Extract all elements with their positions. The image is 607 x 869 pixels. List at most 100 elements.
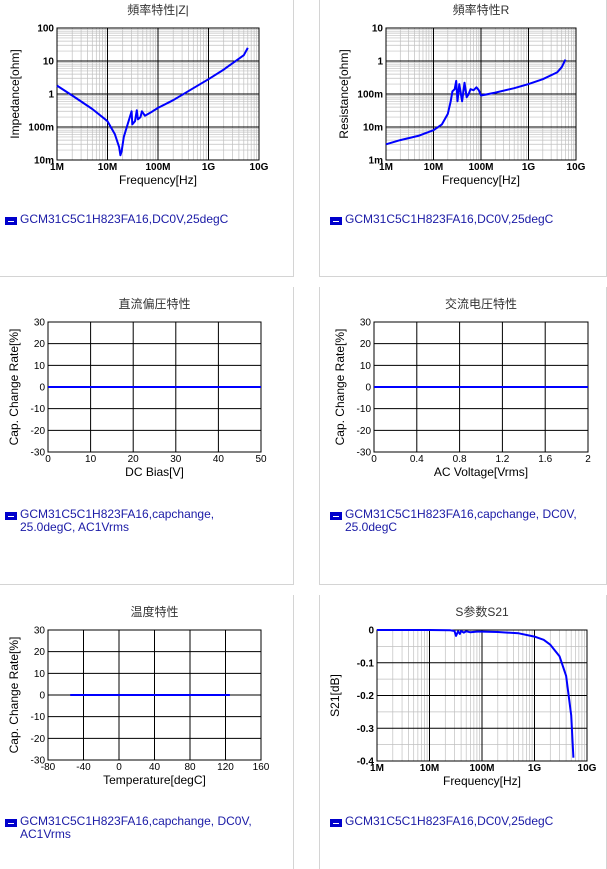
y-tick-label: 10 — [372, 24, 384, 35]
x-tick-label: 160 — [253, 762, 270, 773]
x-tick-label: 10M — [420, 763, 439, 774]
series-line — [385, 59, 567, 146]
x-tick-label: -40 — [76, 762, 91, 773]
chart-panel-impedance: 頻率特性|Z| 1M 10M 100M 1G 10G 10m 100m 1 10 100 Freque… — [0, 0, 294, 277]
legend-resistance[interactable]: GCM31C5C1H823FA16,DC0V,25degC — [330, 213, 605, 226]
y-tick-label: 100m — [28, 123, 54, 134]
y-tick-label: 20 — [34, 647, 46, 658]
chart-panel-temperature: 温度特性 -80 -40 0 40 80 120 160 -30 -20 -10 0 10 20 30 Tem… — [0, 595, 294, 869]
y-tick-label: -0.2 — [357, 691, 375, 702]
chart-ac-voltage: 交流电圧特性 0 0.4 0.8 1.2 1.6 2 -30 -20 -10 0 10 20 30 AC V… — [333, 296, 591, 479]
y-tick-label: -0.1 — [357, 658, 375, 669]
x-tick-label: 0 — [45, 454, 51, 465]
y-tick-label: 0 — [368, 626, 374, 637]
series-line — [56, 47, 249, 157]
chart-title: 頻率特性R — [453, 2, 510, 17]
series-line — [377, 629, 575, 758]
x-tick-label: 0.4 — [410, 454, 424, 465]
chart-impedance: 頻率特性|Z| 1M 10M 100M 1G 10G 10m 100m 1 10 100 Freque… — [8, 2, 269, 187]
y-tick-label: -10 — [31, 712, 46, 723]
x-tick-label: 0.8 — [453, 454, 467, 465]
x-tick-label: 1.2 — [495, 454, 509, 465]
grid — [56, 27, 260, 161]
y-tick-label: 1 — [48, 90, 54, 101]
x-tick-label: -80 — [41, 762, 56, 773]
legend-label: GCM31C5C1H823FA16,capchange, DC0V, AC1Vr… — [20, 814, 252, 841]
y-tick-label: 10 — [360, 361, 372, 372]
chart-title: 頻率特性|Z| — [127, 2, 189, 17]
legend-label: GCM31C5C1H823FA16,DC0V,25degC — [345, 814, 554, 828]
x-tick-label: 1G — [528, 763, 542, 774]
x-tick-label: 100M — [469, 763, 494, 774]
x-tick-label: 1.6 — [538, 454, 552, 465]
x-tick-label: 100M — [145, 162, 170, 173]
legend-swatch-icon — [5, 217, 17, 225]
y-tick-label: 30 — [34, 318, 46, 329]
x-tick-label: 10M — [424, 162, 443, 173]
legend-label: GCM31C5C1H823FA16,capchange, 25.0degC, A… — [20, 507, 215, 534]
legend-label: GCM31C5C1H823FA16,capchange, DC0V, 25.0d… — [345, 507, 577, 534]
y-axis-label: Cap. Change Rate[%] — [7, 329, 21, 446]
x-tick-label: 1M — [370, 763, 384, 774]
y-axis-label: Resistance[ohm] — [337, 49, 351, 138]
x-tick-label: 10G — [250, 162, 269, 173]
legend-impedance[interactable]: GCM31C5C1H823FA16,DC0V,25degC — [5, 213, 290, 226]
x-tick-label: 10G — [578, 763, 597, 774]
y-tick-label: -30 — [31, 448, 46, 459]
y-tick-label: 0 — [365, 383, 371, 394]
legend-s21[interactable]: GCM31C5C1H823FA16,DC0V,25degC — [330, 815, 605, 828]
chart-panel-dc-bias: 直流偏圧特性 0 10 20 30 40 50 -30 -20 -10 0 10 20 30 DC Bias… — [0, 287, 294, 585]
y-tick-label: 100 — [37, 24, 54, 35]
chart-panel-resistance: 頻率特性R 1M 10M 100M 1G 10G 1m 10m 100m 1 10 Frequency… — [319, 0, 607, 277]
x-axis-label: Frequency[Hz] — [443, 774, 521, 788]
y-axis-label: Cap. Change Rate[%] — [333, 329, 347, 446]
x-tick-label: 20 — [128, 454, 140, 465]
chart-temperature: 温度特性 -80 -40 0 40 80 120 160 -30 -20 -10 0 10 20 30 Tem… — [7, 604, 270, 787]
x-tick-label: 10M — [98, 162, 117, 173]
y-axis-label: Cap. Change Rate[%] — [7, 637, 21, 754]
y-tick-label: 30 — [360, 318, 372, 329]
y-tick-label: 10 — [34, 669, 46, 680]
y-tick-label: -0.4 — [357, 757, 375, 768]
y-tick-label: 0 — [39, 691, 45, 702]
plot-frame — [376, 629, 588, 762]
legend-temperature[interactable]: GCM31C5C1H823FA16,capchange, DC0V, AC1Vr… — [5, 815, 290, 841]
y-tick-label: -30 — [31, 756, 46, 767]
y-tick-label: -10 — [31, 404, 46, 415]
chart-panel-s21: S参数S21 1M 10M 100M 1G 10G -0.4 -0.3 -0.2 -0.1 0 Fre… — [319, 595, 607, 869]
x-tick-label: 40 — [213, 454, 225, 465]
y-tick-label: 1m — [369, 156, 384, 167]
legend-label: GCM31C5C1H823FA16,DC0V,25degC — [20, 212, 229, 226]
chart-title: 交流电圧特性 — [445, 296, 517, 311]
y-tick-label: -20 — [31, 426, 46, 437]
y-tick-label: 10 — [34, 361, 46, 372]
legend-label: GCM31C5C1H823FA16,DC0V,25degC — [345, 212, 554, 226]
chart-s21: S参数S21 1M 10M 100M 1G 10G -0.4 -0.3 -0.2 -0.1 0 Fre… — [328, 604, 597, 788]
y-tick-label: 10m — [363, 123, 383, 134]
y-tick-label: 0 — [39, 383, 45, 394]
x-tick-label: 1G — [202, 162, 216, 173]
y-tick-label: 100m — [357, 90, 383, 101]
legend-swatch-icon — [5, 512, 17, 520]
legend-dc-bias[interactable]: GCM31C5C1H823FA16,capchange, 25.0degC, A… — [5, 508, 290, 534]
legend-swatch-icon — [330, 217, 342, 225]
x-axis-label: DC Bias[V] — [125, 465, 184, 479]
chart-panel-ac-voltage: 交流电圧特性 0 0.4 0.8 1.2 1.6 2 -30 -20 -10 0 10 20 30 AC V… — [319, 287, 607, 585]
y-tick-label: 10 — [43, 57, 55, 68]
x-tick-label: 10G — [567, 162, 586, 173]
y-tick-label: -30 — [357, 448, 372, 459]
x-axis-label: AC Voltage[Vrms] — [434, 465, 528, 479]
plot-frame — [385, 27, 577, 161]
legend-ac-voltage[interactable]: GCM31C5C1H823FA16,capchange, DC0V, 25.0d… — [330, 508, 605, 534]
x-tick-label: 40 — [149, 762, 161, 773]
chart-title: S参数S21 — [455, 604, 509, 619]
legend-swatch-icon — [330, 512, 342, 520]
x-tick-label: 50 — [255, 454, 267, 465]
y-tick-label: 10m — [34, 156, 54, 167]
y-axis-label: Impedance[ohm] — [8, 49, 22, 138]
y-tick-label: 20 — [360, 339, 372, 350]
y-tick-label: -10 — [357, 404, 372, 415]
x-axis-label: Temperature[degC] — [103, 773, 206, 787]
y-tick-label: -20 — [357, 426, 372, 437]
